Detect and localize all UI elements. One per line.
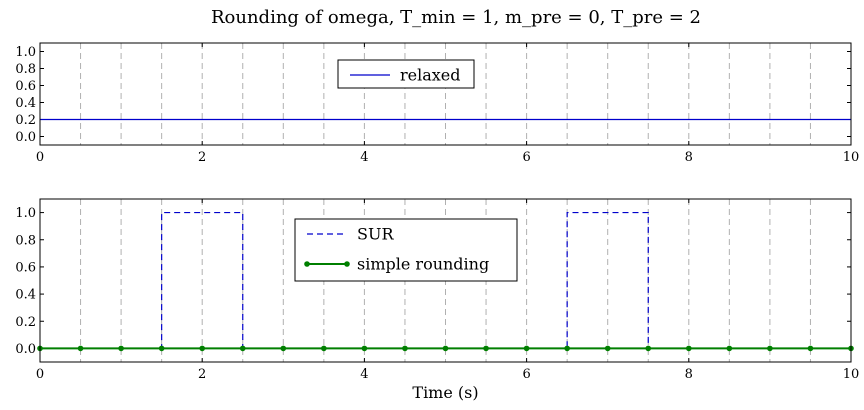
x-axis-label: Time (s) [412, 383, 478, 402]
x-tick-label: 2 [198, 150, 206, 165]
x-tick-label: 10 [843, 367, 860, 382]
data-point [726, 345, 733, 352]
data-point [321, 345, 327, 352]
series-line-sur [40, 211, 851, 350]
y-tick-label: 0.8 [15, 233, 36, 248]
y-tick-label: 0.4 [15, 96, 36, 111]
legend-marker [344, 261, 350, 267]
y-tick-label: 0.0 [15, 342, 36, 357]
data-point [767, 345, 773, 352]
data-point [523, 345, 530, 352]
legend-box [337, 59, 475, 89]
axes-frame [39, 198, 852, 363]
data-point [199, 345, 205, 352]
legend-label: simple rounding [357, 255, 489, 274]
y-tick-label: 0.8 [15, 62, 36, 77]
y-tick-label: 1.0 [15, 45, 36, 60]
data-point [686, 345, 692, 352]
legend-marker [304, 261, 310, 267]
x-tick-label: 6 [522, 150, 530, 165]
data-point [604, 345, 611, 352]
x-tick-label: 8 [685, 367, 693, 382]
legend: SUR simple rounding [294, 218, 518, 282]
y-tick-label: 0.6 [15, 260, 36, 275]
x-tick-label: 2 [198, 367, 206, 382]
x-tick-label: 4 [360, 367, 368, 382]
data-point [483, 345, 489, 352]
data-point [77, 345, 84, 352]
legend-label: relaxed [400, 66, 461, 85]
y-tick-label: 0.2 [15, 113, 36, 128]
data-point [564, 345, 570, 352]
y-tick-label: 0.4 [15, 288, 36, 303]
axes-relaxed: 0.0 0.2 0.4 0.6 0.8 1.0 0 2 4 6 8 10 relaxed [15, 42, 860, 165]
data-point [442, 345, 449, 352]
data-point [361, 345, 368, 352]
x-tick-label: 0 [36, 367, 44, 382]
y-tick-label: 1.0 [15, 206, 36, 221]
axes-frame [39, 42, 852, 146]
data-point [280, 345, 287, 352]
x-tick-label: 4 [360, 150, 368, 165]
x-tick-label: 6 [522, 367, 530, 382]
legend-label: SUR [357, 225, 394, 244]
legend: relaxed [337, 59, 475, 89]
x-tick-label: 8 [685, 150, 693, 165]
axes-rounding: 0.0 0.2 0.4 0.6 0.8 1.0 0 2 4 6 8 10 SUR simple round… [15, 198, 860, 402]
y-tick-label: 0.6 [15, 79, 36, 94]
data-point [118, 345, 124, 352]
data-point [402, 345, 408, 352]
data-point [645, 345, 652, 352]
data-point [239, 345, 246, 352]
data-point [807, 345, 814, 352]
x-tick-label: 10 [843, 150, 860, 165]
y-tick-label: 0.2 [15, 315, 36, 330]
data-point [158, 345, 165, 352]
legend-box [294, 218, 518, 282]
figure-title: Rounding of omega, T_min = 1, m_pre = 0,… [211, 7, 701, 28]
y-tick-label: 0.0 [15, 130, 36, 145]
x-tick-label: 0 [36, 150, 44, 165]
